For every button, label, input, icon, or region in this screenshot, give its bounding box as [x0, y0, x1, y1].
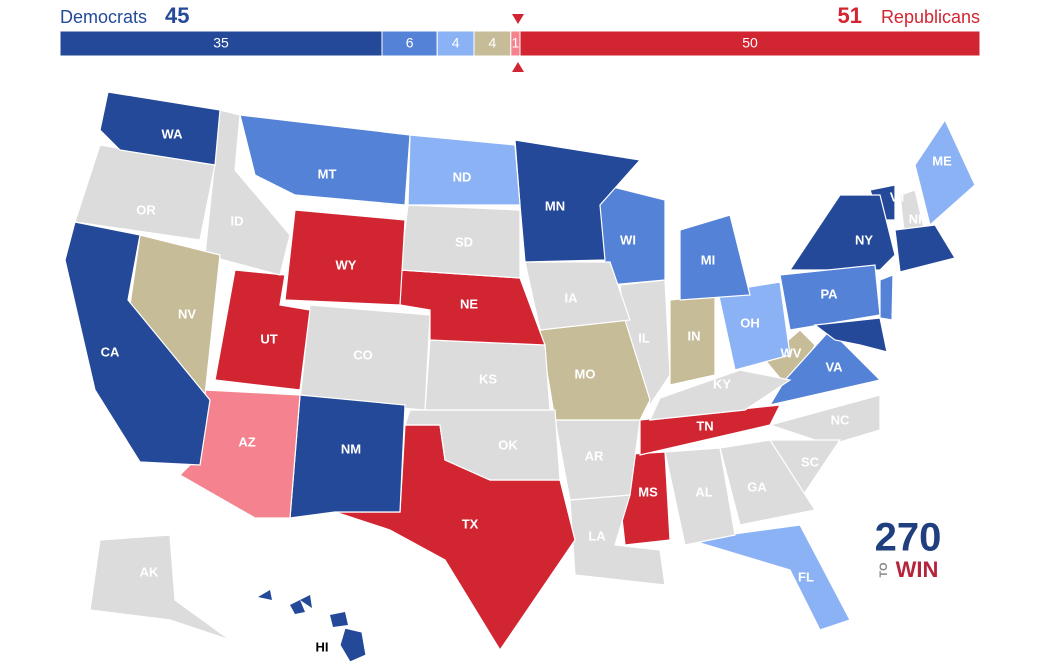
segment-label: 1: [512, 35, 520, 51]
state-label: NH: [909, 211, 928, 226]
bar-segment: [381, 30, 438, 57]
state-shape: [717, 281, 791, 371]
state-label: FL: [798, 569, 814, 584]
map: WA OR CA NV ID MT WY UT AZ NM CO ND SD NE KS OK TX MN IA MO…: [64, 91, 976, 663]
state-shape: [64, 221, 211, 466]
state-label: ID: [231, 213, 244, 228]
state-label: TX: [462, 516, 479, 531]
segment-label: 50: [742, 35, 758, 51]
state-label: OH: [740, 315, 760, 330]
dem-total: 45: [165, 3, 189, 28]
state-shape: [258, 590, 272, 600]
state-label: AR: [585, 448, 604, 463]
state-shape: [89, 534, 231, 641]
bar-segment: [436, 30, 475, 57]
logo: 270 TO WIN: [875, 516, 942, 582]
majority-marker: [512, 14, 524, 24]
state-shape: [407, 134, 521, 206]
state-shape: [879, 274, 894, 321]
state-label: HI: [316, 639, 329, 654]
state-label: AZ: [238, 434, 255, 449]
state-label: NC: [831, 412, 850, 427]
state-label: VT: [890, 189, 907, 204]
segment-label: 4: [489, 35, 497, 51]
state-label: AL: [695, 484, 712, 499]
state-shape: [664, 447, 736, 546]
state-label: NE: [460, 296, 478, 311]
seat-bar: 35 6 4 4 1 50: [59, 30, 981, 57]
state-label: KY: [713, 376, 731, 391]
segment-label: 4: [452, 35, 460, 51]
segment-label: 6: [406, 35, 414, 51]
state-shape: [524, 261, 631, 331]
state-shape: [788, 194, 896, 271]
state-shape: [289, 394, 406, 519]
state-label: AK: [140, 564, 159, 579]
state-shape: [894, 224, 956, 273]
state-label: UT: [260, 331, 277, 346]
state-shape: [300, 595, 312, 608]
dem-label: Democrats: [60, 7, 147, 27]
state-label: WI: [620, 232, 636, 247]
state-label: WV: [781, 345, 802, 360]
state-label: ME: [932, 153, 952, 168]
state-shape: [914, 118, 976, 227]
state-label: MS: [638, 484, 658, 499]
rep-total: 51: [838, 3, 862, 28]
state-shape: [719, 439, 816, 526]
state-shape: [290, 600, 305, 614]
rep-label: Republicans: [881, 7, 980, 27]
state-shape: [768, 329, 882, 406]
logo-to: TO: [878, 562, 890, 578]
bar-segment: [59, 30, 383, 57]
state-shape: [679, 214, 751, 301]
state-label: CO: [353, 347, 373, 362]
state-label: VA: [825, 359, 843, 374]
state-label: MN: [545, 198, 565, 213]
logo-win: WIN: [896, 557, 939, 582]
state-shape: [767, 394, 881, 446]
state-label: IL: [638, 330, 650, 345]
state-label: MO: [575, 366, 596, 381]
state-label: NM: [341, 441, 361, 456]
state-shape: [649, 369, 792, 421]
state-label: LA: [588, 528, 606, 543]
state-shape: [239, 114, 411, 206]
state-label: WY: [336, 257, 357, 272]
state-shape: [689, 524, 851, 631]
state-shape: [284, 209, 406, 306]
state-label: IN: [688, 328, 701, 343]
logo-number: 270: [875, 516, 942, 560]
state-shape: [404, 409, 561, 481]
state-label: ND: [453, 169, 472, 184]
majority-marker: [512, 62, 524, 72]
state-label: NY: [855, 232, 873, 247]
state-label: MT: [318, 166, 337, 181]
state-shape: [330, 612, 348, 627]
state-label: SC: [801, 454, 820, 469]
state-label: SD: [455, 234, 473, 249]
state-label: PA: [820, 286, 838, 301]
state-shape: [813, 317, 888, 353]
state-shape: [299, 304, 431, 411]
state-shape: [339, 627, 367, 663]
bar-segment: [519, 30, 981, 57]
state-shape: [214, 269, 311, 391]
state-label: OK: [498, 437, 518, 452]
segment-label: 35: [213, 35, 229, 51]
state-label: WA: [162, 126, 184, 141]
state-label: NV: [178, 306, 196, 321]
state-label: CA: [101, 344, 120, 359]
state-shape: [99, 91, 221, 166]
state-label: TN: [696, 418, 713, 433]
state-label: MI: [701, 252, 715, 267]
state-label: OR: [136, 202, 156, 217]
state-label: IA: [565, 290, 579, 305]
state-label: GA: [747, 479, 767, 494]
state-label: KS: [479, 371, 497, 386]
